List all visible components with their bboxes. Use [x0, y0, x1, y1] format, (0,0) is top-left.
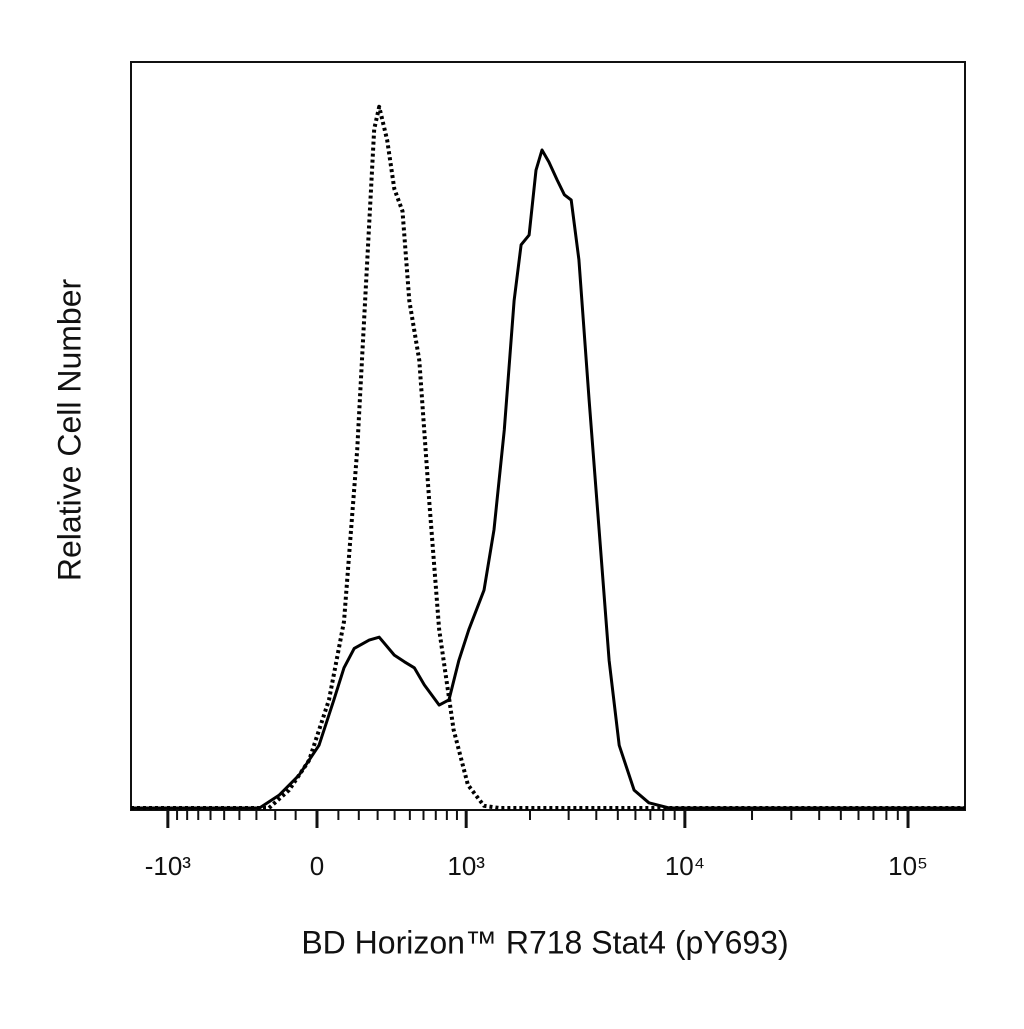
x-tick-label: 10³ [447, 851, 485, 881]
y-axis-label: Relative Cell Number [51, 278, 87, 581]
x-tick-label: 10⁴ [665, 851, 705, 881]
histogram-line [131, 148, 965, 810]
x-axis-label: BD Horizon™ R718 Stat4 (pY693) [301, 924, 788, 960]
x-tick-label: 0 [310, 851, 324, 881]
x-tick-label: -10³ [145, 851, 192, 881]
histogram-line [131, 104, 965, 810]
plot-frame [130, 61, 966, 811]
x-tick-label: 10⁵ [888, 851, 928, 881]
